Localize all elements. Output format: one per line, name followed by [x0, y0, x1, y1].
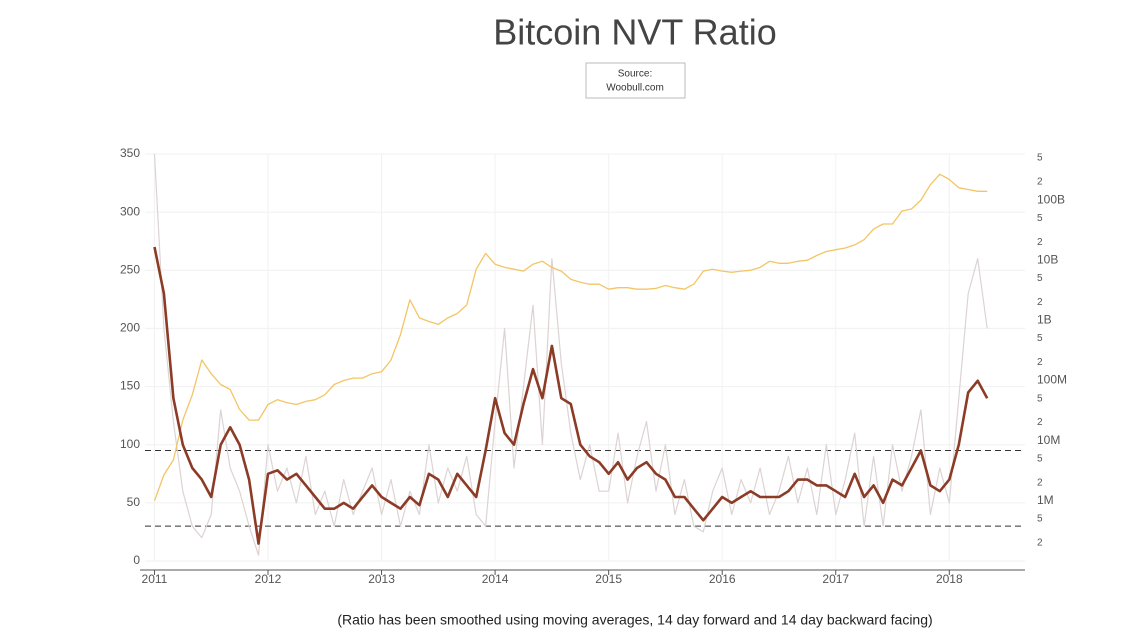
y2-tick-label: 5 [1037, 453, 1043, 464]
y2-tick-label: 10B [1037, 252, 1058, 266]
y2-tick-label: 1B [1037, 313, 1052, 327]
series-line [153, 153, 988, 556]
x-tick-label: 2017 [822, 572, 849, 586]
series-line [153, 173, 988, 502]
y2-tick-label: 2 [1037, 477, 1043, 488]
y2-tick-label: 5 [1037, 273, 1043, 284]
source-label: Source: [618, 69, 652, 80]
footnote: (Ratio has been smoothed using moving av… [337, 612, 932, 628]
x-tick-label: 2012 [255, 572, 282, 586]
x-tick-label: 2014 [482, 572, 509, 586]
y2-tick-label: 5 [1037, 333, 1043, 344]
source-box [585, 62, 686, 99]
y-tick-label: 300 [120, 204, 140, 218]
y2-tick-label: 5 [1037, 393, 1043, 404]
y2-tick-label: 2 [1037, 237, 1043, 248]
y2-tick-label: 5 [1037, 213, 1043, 224]
chart-title: Bitcoin NVT Ratio [493, 12, 776, 53]
y2-tick-label: 2 [1037, 417, 1043, 428]
y2-tick-label: 2 [1037, 297, 1043, 308]
y2-tick-label: 100B [1037, 192, 1065, 206]
y-tick-label: 150 [120, 379, 140, 393]
y2-tick-label: 2 [1037, 177, 1043, 188]
y-tick-label: 250 [120, 262, 140, 276]
x-tick-label: 2011 [142, 572, 168, 586]
y-tick-label: 0 [133, 553, 140, 567]
y2-tick-label: 2 [1037, 538, 1043, 549]
y-tick-label: 50 [127, 495, 141, 509]
y2-tick-label: 2 [1037, 357, 1043, 368]
y2-tick-label: 1M [1037, 493, 1054, 507]
y-tick-label: 350 [120, 146, 140, 160]
x-tick-label: 2013 [368, 572, 395, 586]
x-tick-label: 2016 [709, 572, 736, 586]
series-line [153, 246, 989, 545]
y-tick-label: 100 [120, 437, 140, 451]
y2-tick-label: 10M [1037, 433, 1060, 447]
y-tick-label: 200 [120, 321, 140, 335]
y2-tick-label: 5 [1037, 514, 1043, 525]
y2-tick-label: 5 [1037, 153, 1043, 164]
x-tick-label: 2018 [936, 572, 963, 586]
x-tick-label: 2015 [595, 572, 622, 586]
source: Woobull.com [606, 83, 664, 94]
y2-tick-label: 100M [1037, 373, 1067, 387]
